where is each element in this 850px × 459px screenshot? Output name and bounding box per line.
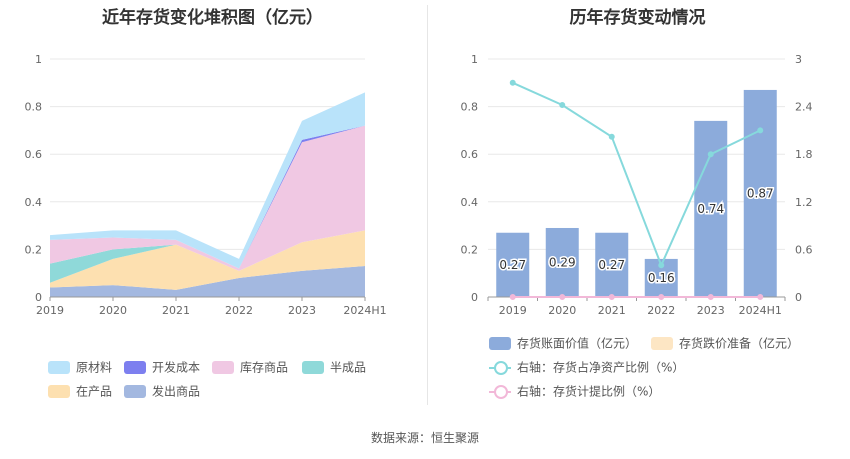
legend-swatch	[124, 361, 146, 374]
legend-label: 半成品	[330, 360, 367, 375]
legend-label: 在产品	[76, 384, 113, 399]
line-point	[608, 294, 615, 300]
right-legend-item[interactable]: 右轴：存货计提比例（%）	[489, 383, 660, 399]
legend-label: 右轴：存货计提比例（%）	[517, 384, 661, 399]
bar-data-label: 0.27	[598, 258, 625, 272]
legend-swatch	[489, 385, 511, 399]
left-chart-svg: 0 0.2 0.4 0.6 0.8 1 2019 2020 2021 2022 2023 2024H1	[25, 53, 387, 317]
left-y-tick-label: 0.4	[25, 196, 43, 209]
left-y-tick-label: 0	[35, 291, 42, 304]
left-y-tick-label: 0.2	[25, 243, 43, 256]
bar-book-value	[694, 120, 728, 297]
bar-book-value	[545, 227, 579, 297]
left-x-tick-label: 2021	[162, 304, 190, 317]
right-y-tick-label: 0.4	[461, 196, 479, 209]
bar-book-value	[743, 89, 777, 297]
legend-swatch	[48, 361, 70, 374]
right-y2-tick-label: 1.8	[795, 148, 813, 161]
right-chart-svg: 0 0.2 0.4 0.6 0.8 1 0 0.6 1.2 1.8 2.4 3 0.27 0.29 0.27…	[461, 53, 813, 317]
right-x-tick-label: 2020	[548, 304, 576, 317]
right-y2-tick-label: 1.2	[795, 196, 813, 209]
bar-data-label: 0.87	[747, 186, 774, 200]
right-y-tick-label: 1	[471, 53, 478, 66]
line-point	[757, 294, 764, 300]
inventory-change-chart-panel: 历年存货变动情况 0 0.2 0.4 0.6 0.8 1 0 0.6 1.2 1.8 2.4 3 0.2…	[425, 0, 850, 410]
line-point	[707, 151, 714, 158]
left-legend-item[interactable]: 开发成本	[124, 359, 200, 375]
panel-divider	[427, 5, 428, 405]
right-y-tick-label: 0.2	[461, 243, 479, 256]
right-y-tick-label: 0.8	[461, 101, 479, 114]
left-legend-item[interactable]: 库存商品	[212, 359, 288, 375]
area-半成品	[50, 230, 365, 283]
right-x-tick-label: 2024H1	[739, 304, 782, 317]
left-y-tick-label: 0.6	[25, 148, 43, 161]
line-point	[509, 294, 516, 300]
left-x-tick-label: 2024H1	[343, 304, 386, 317]
left-legend: 原材料 开发成本 库存商品 半成品在产品 发出商品	[0, 0, 425, 410]
right-x-tick-label: 2019	[499, 304, 527, 317]
right-legend-item[interactable]: 存货跌价准备（亿元）	[651, 335, 799, 351]
left-legend-item[interactable]: 在产品	[48, 383, 112, 399]
area-发出商品	[50, 266, 365, 297]
inventory-stacked-chart-panel: 近年存货变化堆积图（亿元） 0 0.2 0.4 0.6 0.8 1 2019 2020 2021…	[0, 0, 425, 410]
line-point	[559, 102, 566, 109]
area-在产品	[50, 230, 365, 290]
right-legend-item[interactable]: 右轴：存货占净资产比例（%）	[489, 359, 684, 375]
left-y-tick-label: 0.8	[25, 101, 43, 114]
line-point	[608, 133, 615, 140]
legend-label: 发出商品	[152, 384, 201, 399]
line-point	[757, 127, 764, 134]
right-x-tick-label: 2022	[647, 304, 675, 317]
right-y-tick-label: 0.6	[461, 148, 479, 161]
legend-swatch	[212, 361, 234, 374]
bar-book-value	[496, 232, 530, 297]
legend-swatch	[302, 361, 324, 374]
left-x-tick-label: 2022	[225, 304, 253, 317]
bar-data-label: 0.16	[648, 271, 675, 285]
legend-swatch	[48, 385, 70, 398]
legend-swatch	[124, 385, 146, 398]
left-x-tick-label: 2019	[36, 304, 64, 317]
legend-label: 原材料	[76, 360, 113, 375]
right-y-tick-label: 0	[471, 291, 478, 304]
line-point	[509, 79, 516, 86]
legend-label: 开发成本	[152, 360, 201, 375]
left-legend-item[interactable]: 半成品	[302, 359, 366, 375]
right-y2-tick-label: 2.4	[795, 101, 813, 114]
right-y2-tick-label: 3	[795, 53, 802, 66]
bar-data-label: 0.27	[499, 258, 526, 272]
legend-swatch	[489, 361, 511, 375]
right-legend-item[interactable]: 存货账面价值（亿元）	[489, 335, 637, 351]
right-x-tick-label: 2021	[598, 304, 626, 317]
line-series	[512, 81, 761, 268]
line-point	[658, 294, 665, 300]
area-原材料	[50, 92, 365, 269]
line-point	[707, 294, 714, 300]
legend-label: 存货跌价准备（亿元）	[679, 336, 800, 351]
left-legend-item[interactable]: 原材料	[48, 359, 112, 375]
bar-data-label: 0.74	[697, 202, 724, 216]
right-y2-tick-label: 0	[795, 291, 802, 304]
left-legend-item[interactable]: 发出商品	[124, 383, 200, 399]
line-point	[658, 262, 665, 269]
right-legend: 存货账面价值（亿元） 存货跌价准备（亿元） 右轴：存货占净资产比例（%） 右轴：存货计…	[425, 0, 850, 410]
left-x-tick-label: 2020	[99, 304, 127, 317]
legend-swatch	[651, 337, 673, 350]
bar-book-value	[595, 232, 629, 297]
legend-label: 库存商品	[240, 360, 289, 375]
right-x-tick-label: 2023	[697, 304, 725, 317]
left-x-tick-label: 2023	[288, 304, 316, 317]
legend-label: 右轴：存货占净资产比例（%）	[517, 360, 685, 375]
data-source-footer: 数据来源：恒生聚源	[370, 431, 479, 445]
left-chart-title: 近年存货变化堆积图（亿元）	[102, 8, 323, 28]
legend-label: 存货账面价值（亿元）	[517, 336, 638, 351]
legend-swatch	[489, 337, 511, 350]
line-point	[559, 294, 566, 300]
bar-data-label: 0.29	[549, 255, 576, 269]
right-chart-title: 历年存货变动情况	[569, 8, 706, 28]
area-库存商品	[50, 125, 365, 271]
right-y2-tick-label: 0.6	[795, 243, 813, 256]
left-y-tick-label: 1	[35, 53, 42, 66]
